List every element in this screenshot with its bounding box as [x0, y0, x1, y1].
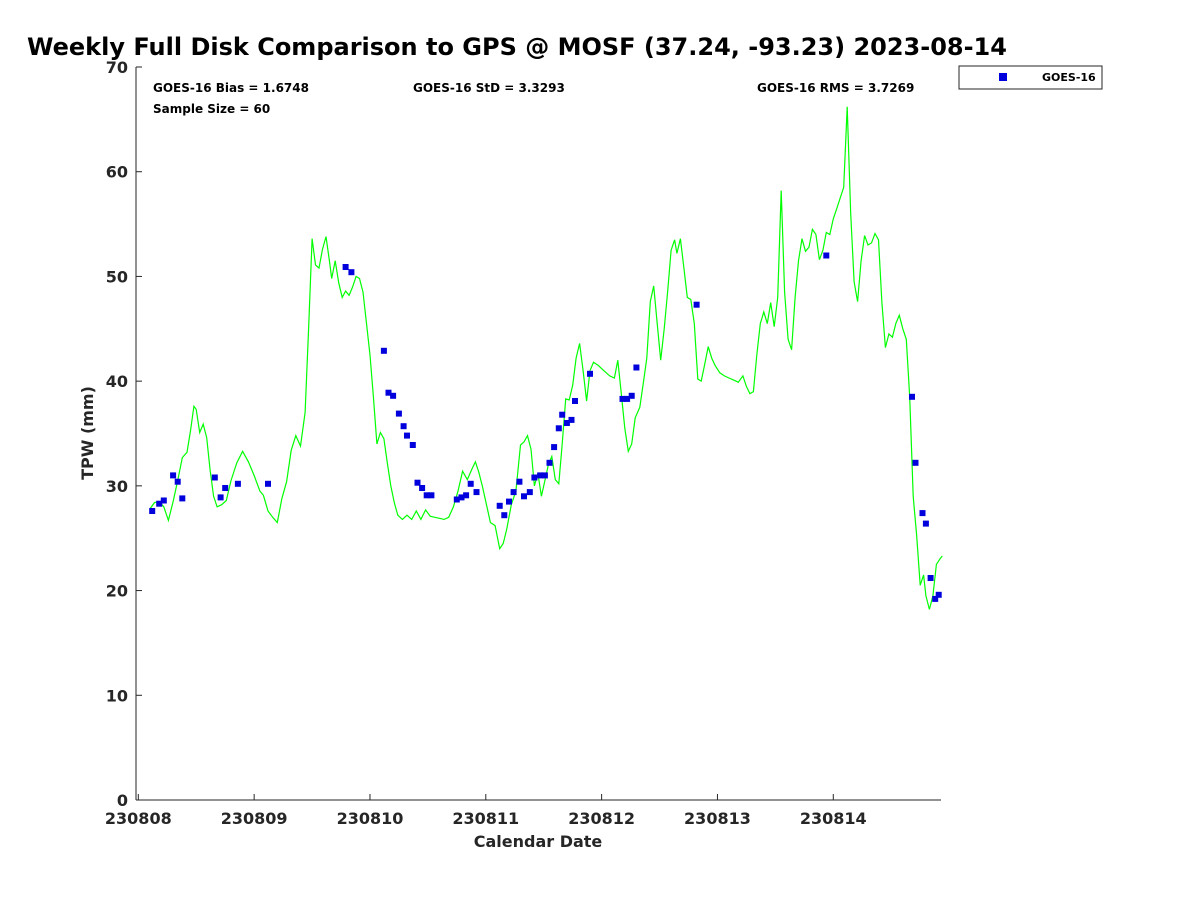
data-point-goes16	[428, 492, 435, 499]
data-point-goes16	[919, 510, 926, 517]
data-point-goes16	[551, 444, 558, 451]
data-point-goes16	[510, 489, 517, 496]
data-point-goes16	[473, 489, 480, 496]
y-tick-label: 20	[106, 582, 128, 601]
x-axis-ticks: 230808 230809 230810 230811 230812 230813 2308…	[105, 794, 867, 828]
y-tick-label: 0	[117, 791, 128, 810]
stat-rms: GOES-16 RMS = 3.7269	[757, 81, 914, 95]
data-point-goes16	[463, 492, 470, 499]
y-tick-label: 60	[106, 163, 128, 182]
data-point-goes16	[624, 395, 631, 402]
data-point-goes16	[619, 395, 626, 402]
data-point-goes16	[546, 459, 553, 466]
data-point-goes16	[174, 478, 181, 485]
data-point-goes16	[423, 492, 430, 499]
data-point-goes16	[400, 423, 407, 430]
data-point-goes16	[458, 494, 465, 501]
y-tick-label: 70	[106, 58, 128, 77]
data-point-goes16	[587, 370, 593, 377]
x-tick-label: 230809	[221, 809, 288, 828]
x-tick-label: 230812	[568, 809, 635, 828]
plot-area	[149, 106, 943, 610]
data-point-goes16	[395, 410, 402, 417]
legend: GOES-16	[958, 65, 1103, 90]
data-point-goes16	[563, 420, 570, 426]
data-point-goes16	[521, 493, 527, 500]
y-tick-label: 30	[106, 477, 128, 496]
data-point-goes16	[217, 494, 224, 501]
data-point-goes16	[390, 392, 397, 399]
stat-sample-size: Sample Size = 60	[153, 102, 270, 116]
data-point-goes16	[516, 478, 523, 485]
y-tick-label: 50	[106, 267, 128, 286]
data-point-goes16	[912, 459, 919, 466]
data-point-goes16	[211, 474, 218, 481]
data-point-goes16	[265, 480, 271, 487]
data-point-goes16	[453, 496, 460, 503]
data-point-goes16	[160, 497, 167, 504]
data-point-goes16	[342, 264, 349, 270]
data-point-goes16	[531, 474, 538, 481]
data-point-goes16	[823, 252, 830, 259]
legend-entry-goes16: GOES-16	[1042, 71, 1096, 84]
data-point-goes16	[409, 442, 416, 448]
x-tick-label: 230813	[684, 809, 751, 828]
data-point-goes16	[935, 591, 942, 598]
data-point-goes16	[234, 480, 241, 487]
data-point-goes16	[932, 595, 939, 602]
data-point-goes16	[541, 472, 548, 479]
data-point-goes16	[419, 485, 426, 491]
chart-title: Weekly Full Disk Comparison to GPS @ MOS…	[27, 33, 1007, 61]
data-point-goes16	[179, 495, 186, 502]
legend-marker-goes16	[999, 73, 1007, 81]
data-point-goes16	[927, 575, 934, 581]
x-tick-label: 230811	[452, 809, 519, 828]
x-tick-label: 230814	[800, 809, 867, 828]
data-point-goes16	[348, 269, 355, 276]
stat-std: GOES-16 StD = 3.3293	[413, 81, 565, 95]
data-point-goes16	[501, 512, 508, 519]
legend-box	[958, 65, 1103, 90]
y-tick-label: 40	[106, 372, 128, 391]
x-tick-label: 230810	[337, 809, 404, 828]
data-point-goes16	[385, 389, 392, 396]
data-point-goes16	[555, 425, 562, 432]
data-point-goes16	[404, 432, 410, 439]
data-point-goes16	[693, 301, 700, 308]
y-axis-ticks: 0 10 20 30 40 50 60 70	[106, 58, 142, 810]
data-point-goes16	[922, 520, 929, 527]
data-point-goes16	[506, 498, 512, 505]
x-axis-label: Calendar Date	[474, 832, 603, 851]
data-point-goes16	[380, 347, 387, 354]
data-point-goes16	[537, 472, 544, 479]
series-line-gps	[149, 106, 943, 610]
data-point-goes16	[170, 472, 177, 479]
data-point-goes16	[572, 398, 578, 404]
x-tick-label: 230808	[105, 809, 172, 828]
stat-bias: GOES-16 Bias = 1.6748	[153, 81, 309, 95]
data-point-goes16	[633, 364, 640, 371]
data-point-goes16	[496, 502, 503, 509]
data-point-goes16	[568, 416, 575, 423]
data-point-goes16	[156, 500, 163, 507]
data-point-goes16	[909, 393, 915, 400]
data-point-goes16	[559, 411, 566, 418]
data-point-goes16	[222, 485, 229, 491]
y-tick-label: 10	[106, 686, 128, 705]
data-point-goes16	[414, 479, 421, 486]
y-axis-label: TPW (mm)	[78, 386, 97, 480]
data-point-goes16	[628, 392, 635, 399]
data-point-goes16	[149, 508, 156, 514]
data-point-goes16	[467, 480, 474, 487]
data-point-goes16	[526, 489, 533, 496]
